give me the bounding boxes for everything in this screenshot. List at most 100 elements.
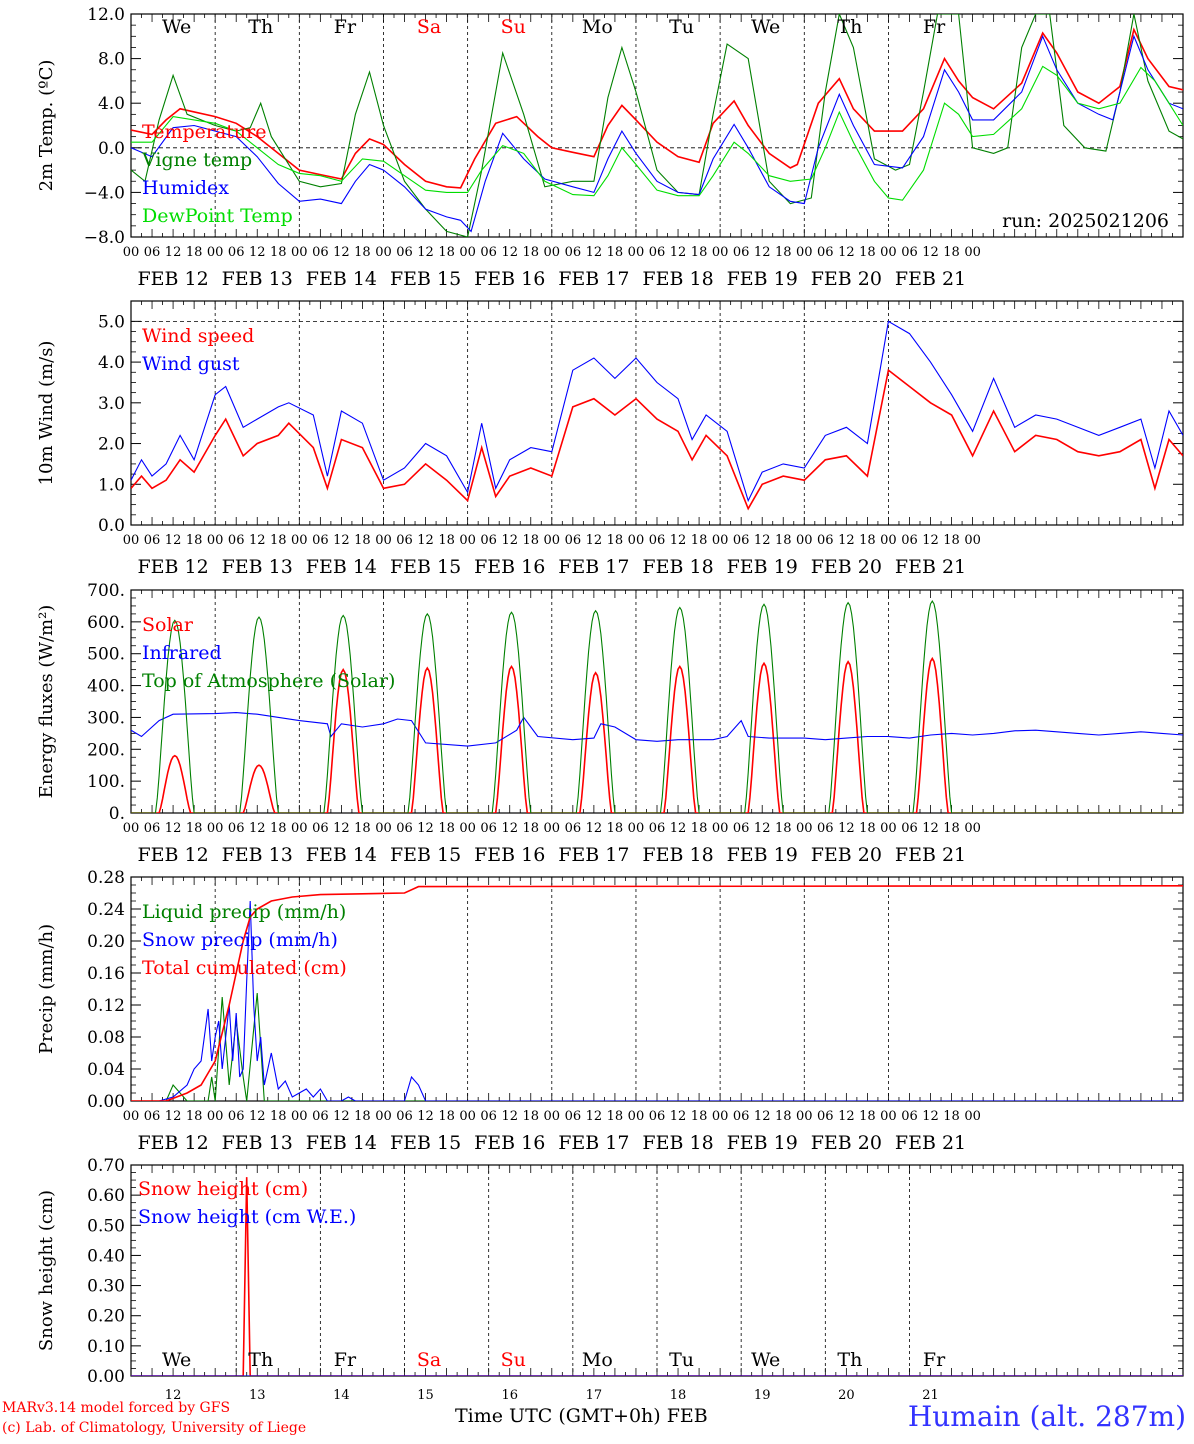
x-hour-label: 00: [964, 1109, 981, 1124]
x-hour-label: 18: [859, 245, 876, 260]
x-hour-label: 00: [207, 821, 224, 836]
x-hour-label: 18: [691, 533, 708, 548]
y-axis-label: Snow height (cm): [36, 1190, 57, 1351]
x-date-label: FEB 20: [811, 1132, 882, 1154]
x-date-label: FEB 18: [642, 556, 713, 578]
x-hour-label: 12: [922, 245, 939, 260]
x-hour-label: 06: [228, 1109, 245, 1124]
x-hour-label: 00: [628, 245, 645, 260]
x-date-label: FEB 13: [222, 556, 293, 578]
x-hour-label: 18: [607, 245, 624, 260]
y-tick-label: 500.: [87, 645, 125, 665]
x-hour-label: 06: [396, 821, 413, 836]
x-hour-label: 18: [354, 821, 371, 836]
day-of-week-label: Su: [501, 1349, 526, 1371]
x-hour-label: 00: [207, 1109, 224, 1124]
x-day-number: 21: [922, 1388, 939, 1403]
x-date-label: FEB 12: [137, 1132, 208, 1154]
day-of-week-label: We: [751, 16, 780, 38]
legend-entry: Wind speed: [142, 325, 254, 347]
y-tick-label: 0.0: [98, 139, 125, 159]
x-hour-label: 06: [817, 1109, 834, 1124]
x-hour-label: 06: [144, 821, 161, 836]
x-date-label: FEB 17: [558, 268, 629, 290]
x-day-number: 14: [333, 1388, 350, 1403]
x-hour-label: 06: [817, 245, 834, 260]
x-hour-label: 06: [228, 245, 245, 260]
series-line-infrared: [131, 712, 1183, 747]
x-hour-label: 06: [733, 533, 750, 548]
x-hour-label: 00: [880, 245, 897, 260]
x-hour-label: 12: [754, 821, 771, 836]
x-date-label: FEB 12: [137, 556, 208, 578]
x-hour-label: 00: [796, 821, 813, 836]
x-hour-label: 00: [459, 533, 476, 548]
y-tick-label: 1.0: [98, 475, 125, 495]
x-date-label: FEB 21: [895, 1132, 966, 1154]
x-hour-label: 06: [901, 245, 918, 260]
legend-entry: Snow height (cm): [138, 1178, 308, 1200]
x-hour-label: 18: [607, 821, 624, 836]
series-line-solar: [131, 656, 1183, 813]
panel-1: [130, 13, 1184, 238]
x-hour-label: 06: [396, 1109, 413, 1124]
x-hour-label: 12: [501, 245, 518, 260]
day-of-week-label: Fr: [334, 1349, 357, 1371]
x-hour-label: 12: [165, 533, 182, 548]
x-hour-label: 06: [312, 1109, 329, 1124]
x-hour-label: 12: [670, 245, 687, 260]
x-hour-label: 12: [586, 245, 603, 260]
x-hour-label: 00: [123, 821, 140, 836]
day-of-week-label: Mo: [582, 1349, 613, 1371]
day-of-week-label: Th: [248, 16, 273, 38]
series-line-snow-precip-mm-h-: [131, 900, 1183, 1101]
x-hour-label: 12: [333, 245, 350, 260]
x-day-number: 16: [501, 1388, 518, 1403]
y-tick-label: 12.0: [87, 5, 125, 25]
x-hour-label: 18: [522, 533, 539, 548]
series-line-temperature: [131, 27, 1183, 189]
y-tick-label: 8.0: [98, 50, 125, 70]
x-hour-label: 18: [859, 533, 876, 548]
day-of-week-label: Th: [837, 16, 862, 38]
x-hour-label: 18: [607, 533, 624, 548]
panel-3: [130, 589, 1184, 814]
series-line-wind-gust: [131, 320, 1183, 503]
legend-entry: Wind gust: [142, 353, 240, 375]
y-tick-label: 0.: [109, 804, 125, 824]
x-hour-label: 12: [501, 821, 518, 836]
x-hour-label: 18: [354, 533, 371, 548]
x-hour-label: 06: [565, 821, 582, 836]
x-hour-label: 18: [354, 1109, 371, 1124]
x-hour-label: 00: [375, 533, 392, 548]
x-hour-label: 18: [186, 533, 203, 548]
x-date-label: FEB 16: [474, 844, 545, 866]
x-hour-label: 06: [565, 245, 582, 260]
y-tick-label: 100.: [87, 772, 125, 792]
day-of-week-label: Fr: [923, 16, 946, 38]
x-hour-label: 00: [880, 821, 897, 836]
x-hour-label: 12: [838, 245, 855, 260]
series-line-snow-height-cm-: [131, 1177, 1183, 1376]
x-hour-label: 18: [522, 821, 539, 836]
x-hour-label: 18: [943, 1109, 960, 1124]
x-day-number: 19: [754, 1388, 771, 1403]
x-hour-label: 06: [396, 533, 413, 548]
x-hour-label: 00: [375, 821, 392, 836]
x-date-label: FEB 20: [811, 844, 882, 866]
x-hour-label: 00: [796, 533, 813, 548]
x-day-number: 20: [838, 1388, 855, 1403]
y-tick-label: 0.28: [87, 868, 125, 888]
x-hour-label: 00: [459, 245, 476, 260]
x-hour-label: 00: [459, 821, 476, 836]
y-tick-label: 0.04: [87, 1060, 125, 1080]
day-of-week-label: Tu: [669, 1349, 694, 1371]
y-tick-label: 4.0: [98, 94, 125, 114]
x-date-label: FEB 17: [558, 556, 629, 578]
x-hour-label: 00: [628, 533, 645, 548]
x-hour-label: 18: [775, 533, 792, 548]
x-hour-label: 06: [901, 1109, 918, 1124]
day-of-week-label: Sa: [417, 16, 441, 38]
x-date-label: FEB 13: [222, 844, 293, 866]
